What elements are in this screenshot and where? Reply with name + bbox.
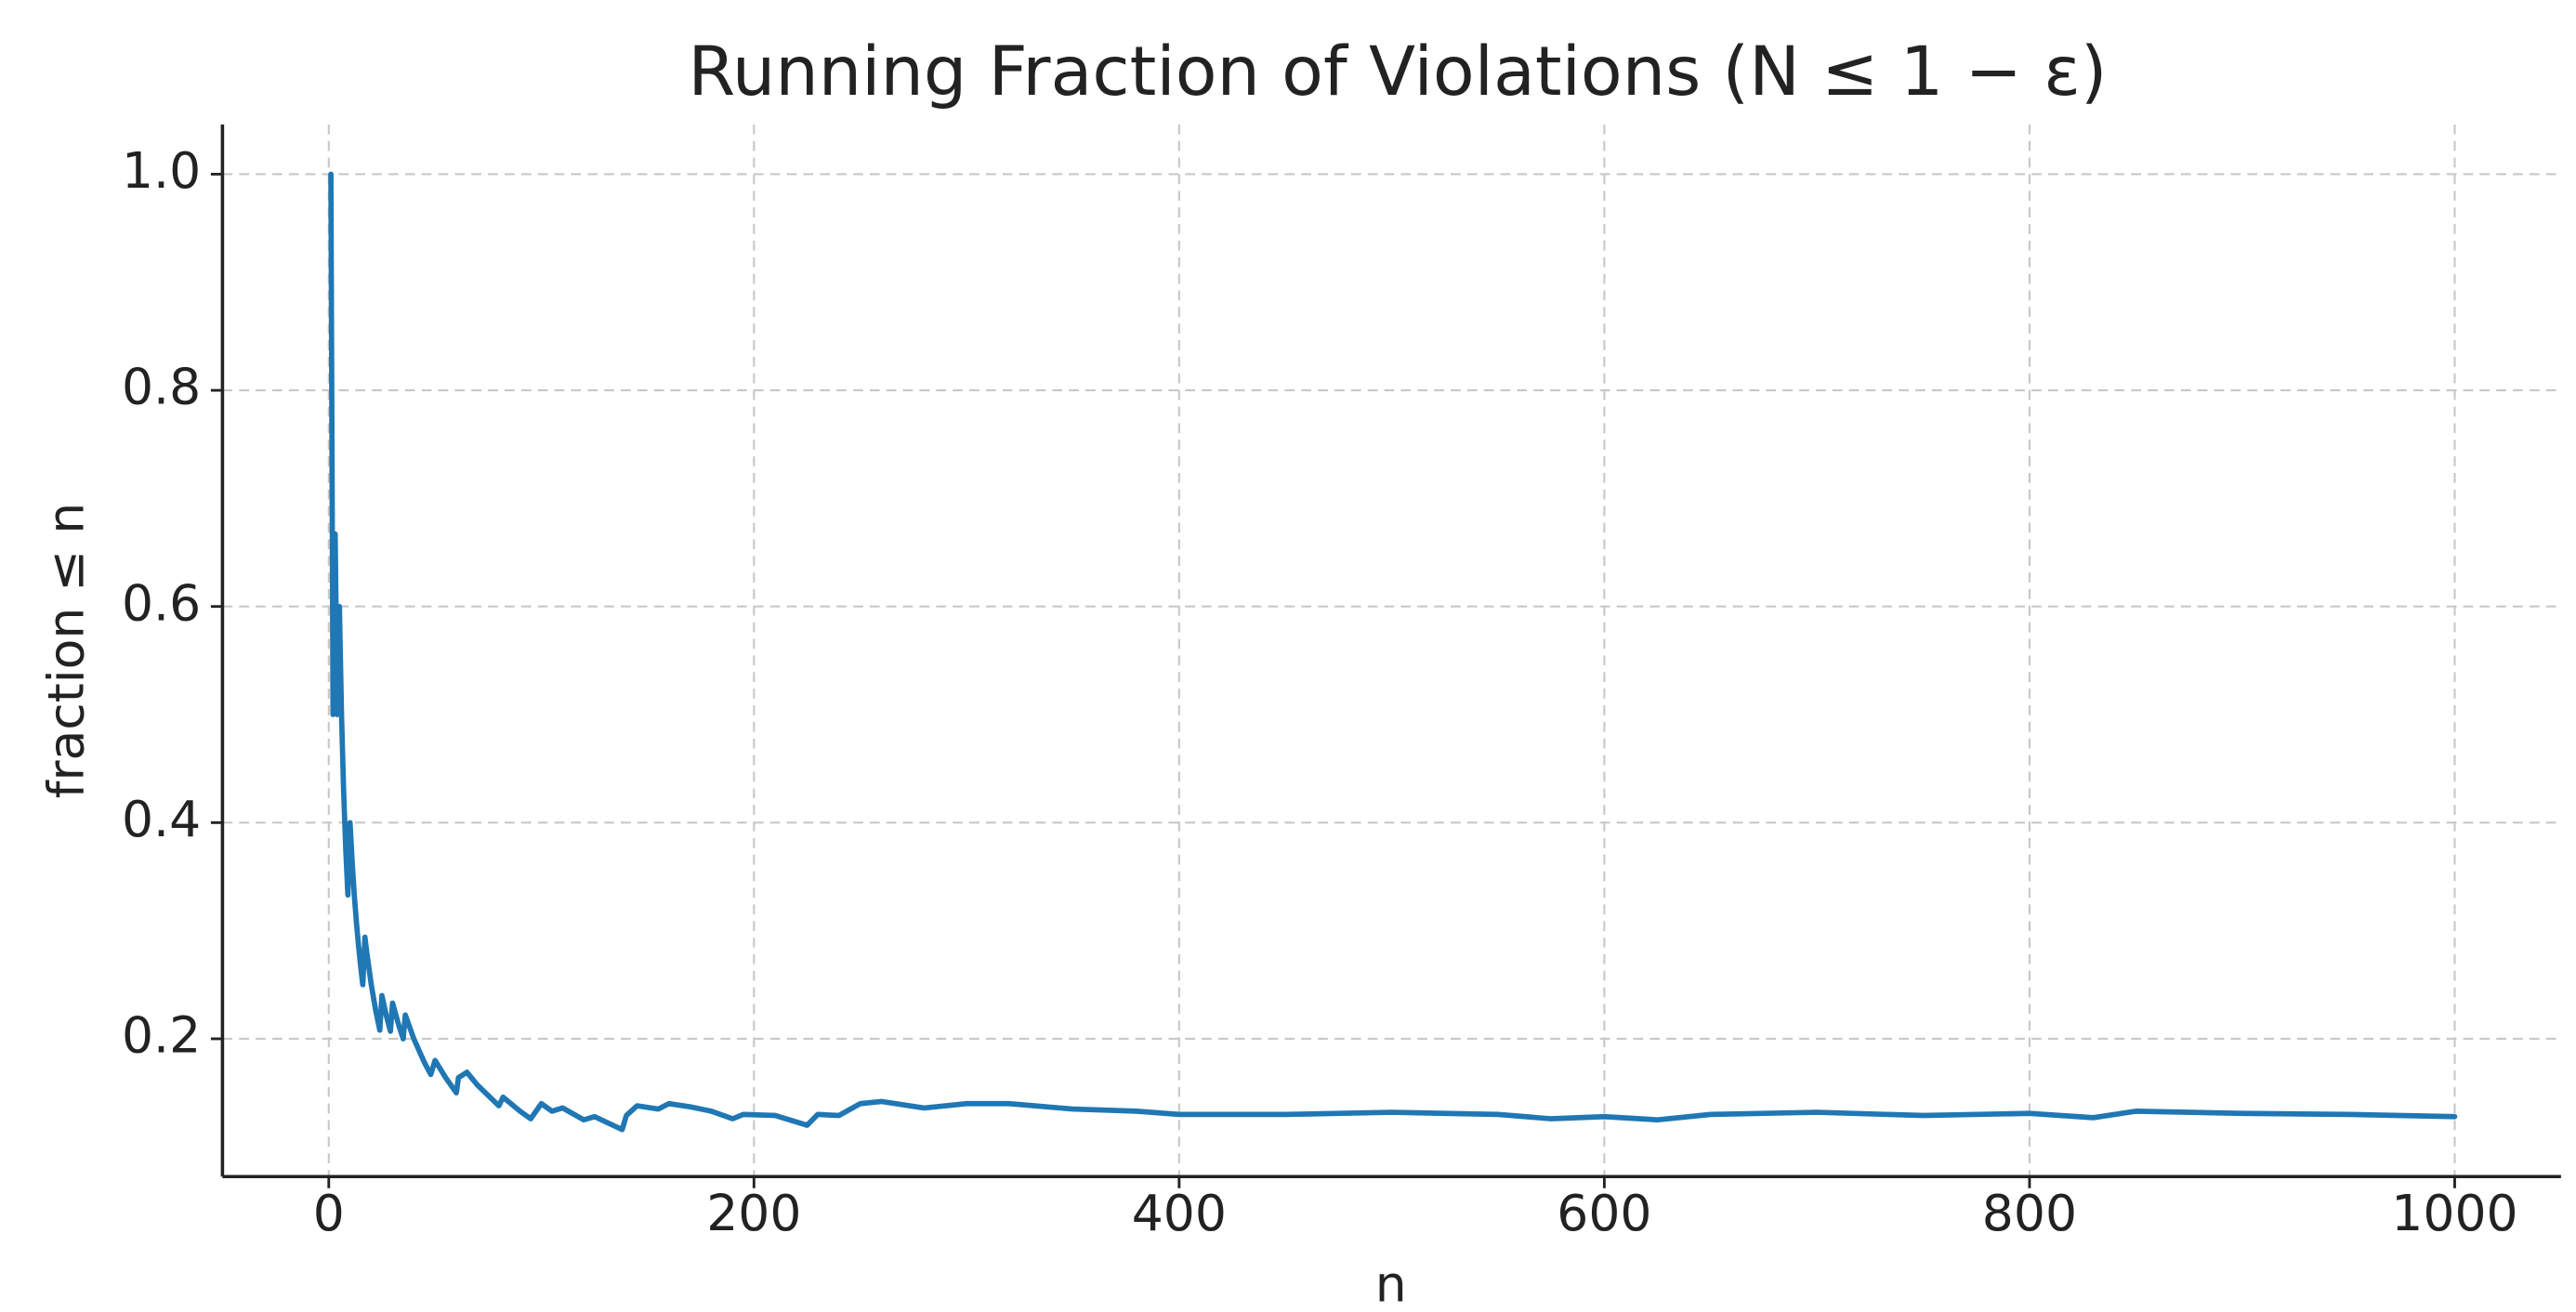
x-tick-label: 400 — [1132, 1184, 1227, 1242]
y-tick-label: 0.4 — [122, 790, 201, 848]
y-tick-label: 1.0 — [122, 141, 201, 200]
x-tick-label: 1000 — [2391, 1184, 2517, 1242]
y-tick-label: 0.8 — [122, 358, 201, 416]
chart-title: Running Fraction of Violations (N ≤ 1 − … — [688, 33, 2107, 112]
y-tick-label: 0.2 — [122, 1006, 201, 1065]
y-axis-label: fraction ≤ n — [37, 503, 96, 799]
x-tick-label: 600 — [1557, 1184, 1651, 1242]
x-tick-label: 800 — [1982, 1184, 2077, 1242]
data-line — [328, 171, 2458, 1133]
x-tick-label: 200 — [706, 1184, 801, 1242]
x-axis-label: n — [1375, 1255, 1407, 1312]
x-tick-label: 0 — [313, 1184, 345, 1242]
y-tick-label: 0.6 — [122, 573, 201, 632]
